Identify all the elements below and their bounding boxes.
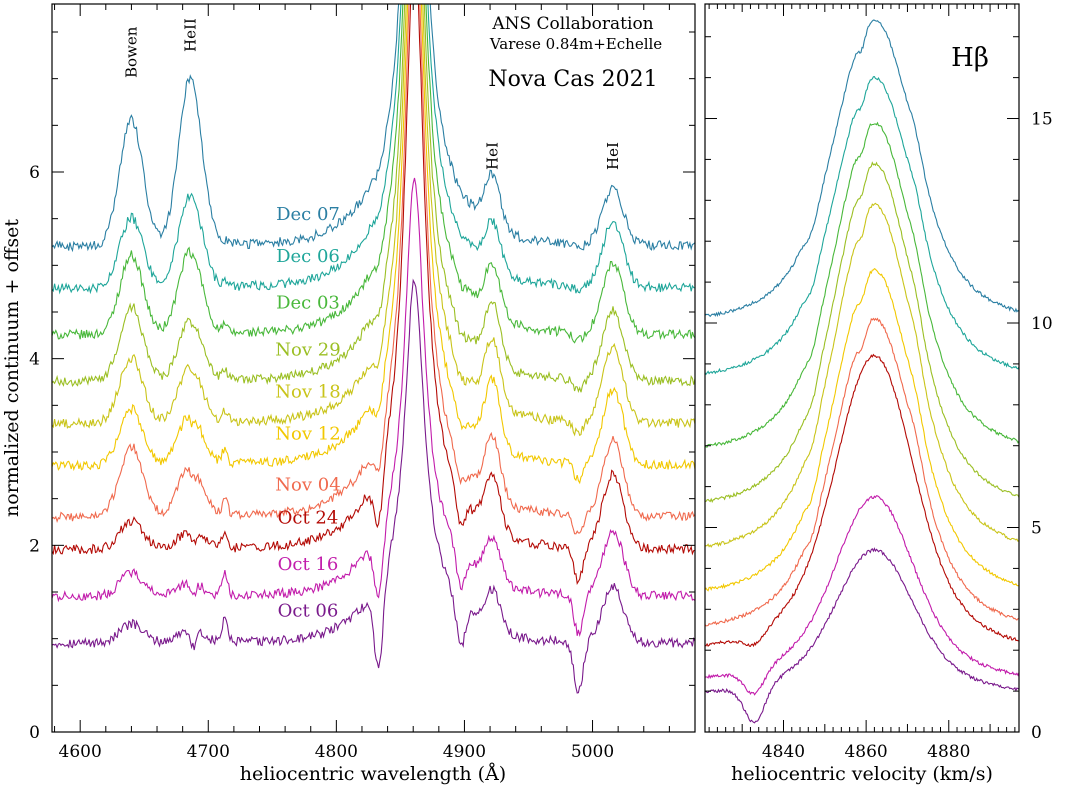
right-y-tick-label: 10 — [1031, 314, 1053, 334]
date-label-oct-24: Oct 24 — [278, 507, 339, 528]
left-x-tick-label: 4800 — [315, 742, 358, 762]
right-panel: 4840 4860 4880 0 5 10 15 heliocentric velocit… — [704, 3, 1053, 785]
line-id-hei: HeI — [604, 142, 622, 170]
date-label-dec-06: Dec 06 — [276, 246, 340, 267]
left-x-tick-label: 4600 — [59, 742, 102, 762]
right-x-tick-label: 4840 — [762, 742, 805, 762]
credit-line-2: Varese 0.84m+Echelle — [489, 35, 662, 53]
left-series-oct-24 — [52, 4, 695, 586]
left-x-tick-label: 4900 — [443, 742, 486, 762]
left-series-nov-04 — [52, 4, 695, 535]
right-x-axis-title: heliocentric velocity (km/s) — [731, 763, 993, 785]
left-series-oct-16 — [52, 177, 695, 637]
right-series-nov-29 — [705, 161, 1019, 504]
right-series-oct-16 — [705, 495, 1019, 696]
left-y-axis-title: normalized continuum + offset — [1, 219, 23, 517]
right-y-tick-label: 15 — [1031, 110, 1053, 130]
line-id-hei: HeI — [484, 142, 502, 170]
left-series-dec-07 — [52, 4, 695, 253]
left-series-nov-29 — [52, 4, 695, 393]
right-y-tick-label: 0 — [1031, 723, 1042, 743]
right-series-oct-24 — [705, 353, 1019, 648]
left-series-oct-06 — [52, 278, 695, 694]
left-plot-frame — [51, 3, 696, 733]
right-series-nov-04 — [705, 317, 1019, 627]
right-panel-title: Hβ — [951, 43, 989, 73]
line-id-heii: HeII — [181, 18, 199, 52]
left-panel: 4600 4700 4800 4900 5000 0 2 4 6 Oct 06 Oct 16 Oc… — [1, 3, 696, 785]
left-y-tick-label: 6 — [29, 163, 40, 183]
left-series-dec-06 — [52, 4, 695, 295]
object-name: Nova Cas 2021 — [488, 67, 657, 92]
left-series-dec-03 — [52, 4, 695, 344]
right-x-tick-label: 4860 — [844, 742, 887, 762]
left-series-nov-12 — [52, 4, 695, 485]
line-id-bowen: Bowen — [122, 26, 140, 78]
right-series-oct-06 — [705, 547, 1019, 724]
date-label-dec-07: Dec 07 — [276, 204, 340, 225]
left-x-tick-label: 5000 — [571, 742, 614, 762]
left-y-tick-label: 2 — [29, 536, 40, 556]
right-series-nov-12 — [705, 268, 1019, 592]
credit-line-1: ANS Collaboration — [491, 14, 653, 34]
left-x-axis-title: heliocentric wavelength (Å) — [240, 763, 506, 785]
date-label-oct-16: Oct 16 — [278, 554, 339, 575]
date-label-nov-12: Nov 12 — [275, 423, 340, 444]
date-label-nov-29: Nov 29 — [275, 339, 340, 360]
date-label-dec-03: Dec 03 — [276, 293, 340, 314]
date-label-nov-18: Nov 18 — [275, 381, 340, 402]
right-x-tick-label: 4880 — [927, 742, 970, 762]
right-series-dec-07 — [705, 19, 1019, 318]
right-series-dec-06 — [705, 75, 1019, 376]
left-series-nov-18 — [52, 4, 695, 437]
left-x-tick-label: 4700 — [187, 742, 230, 762]
date-label-nov-04: Nov 04 — [275, 475, 340, 496]
left-y-tick-label: 0 — [29, 723, 40, 743]
date-label-oct-06: Oct 06 — [278, 601, 339, 622]
left-y-tick-label: 4 — [29, 350, 40, 370]
right-plot-frame — [704, 3, 1020, 733]
right-y-tick-label: 5 — [1031, 519, 1042, 539]
right-series-dec-03 — [705, 121, 1019, 448]
right-series-nov-18 — [705, 202, 1019, 548]
